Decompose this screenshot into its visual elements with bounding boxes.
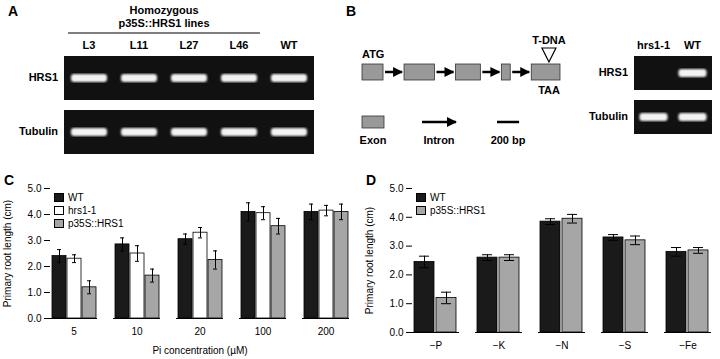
svg-text:Intron: Intron [423,134,454,146]
svg-text:Tubulin: Tubulin [19,125,58,137]
html-text:WT: WT [430,192,446,203]
svg-text:−N: −N [555,340,568,351]
svg-text:200: 200 [318,326,335,337]
svg-text:100: 100 [255,326,272,337]
svg-text:4.0: 4.0 [390,212,404,223]
svg-text:4.0: 4.0 [28,209,42,220]
html-text:p35S::HRS1: p35S::HRS1 [68,218,124,229]
svg-text:200 bp: 200 bp [491,134,526,146]
svg-text:0.0: 0.0 [28,313,42,324]
svg-text:B: B [346,3,356,19]
svg-text:Tubulin: Tubulin [589,110,628,122]
svg-text:2.0: 2.0 [390,269,404,280]
svg-text:0.0: 0.0 [390,327,404,338]
svg-text:5.0: 5.0 [28,183,42,194]
svg-text:−P: −P [430,340,443,351]
svg-text:HRS1: HRS1 [599,66,628,78]
svg-text:Primary root length (cm): Primary root length (cm) [364,207,375,314]
svg-text:1.0: 1.0 [390,298,404,309]
svg-text:TAA: TAA [538,84,560,96]
svg-text:Exon: Exon [360,134,387,146]
svg-text:3.0: 3.0 [28,235,42,246]
html-text:C: C [4,172,15,188]
svg-text:L11: L11 [130,39,148,51]
svg-text:L46: L46 [230,39,249,51]
svg-text:A: A [8,3,18,19]
svg-text:WT: WT [280,39,297,51]
svg-text:3.0: 3.0 [390,240,404,251]
svg-text:−K: −K [493,340,506,351]
svg-text:20: 20 [194,326,206,337]
svg-text:5: 5 [71,326,77,337]
svg-text:L3: L3 [83,39,96,51]
html-text:WT: WT [68,192,84,203]
svg-text:−Fe: −Fe [679,340,697,351]
svg-text:hrs1-1: hrs1-1 [637,39,670,51]
svg-text:−S: −S [619,340,632,351]
svg-text:L27: L27 [180,39,199,51]
html-text:hrs1-1: hrs1-1 [68,205,97,216]
svg-text:10: 10 [131,326,143,337]
svg-text:Primary root length (cm): Primary root length (cm) [2,200,13,307]
svg-text:Pi concentration (µM): Pi concentration (µM) [152,345,247,356]
svg-text:WT: WT [684,39,701,51]
svg-text:Homozygous: Homozygous [129,4,198,16]
svg-text:T-DNA: T-DNA [532,34,566,46]
svg-text:5.0: 5.0 [390,183,404,194]
html-text:D: D [366,172,377,188]
svg-text:ATG: ATG [362,48,384,60]
svg-text:p35S::HRS1 lines: p35S::HRS1 lines [118,17,209,29]
svg-text:HRS1: HRS1 [29,71,58,83]
svg-text:2.0: 2.0 [28,261,42,272]
svg-text:1.0: 1.0 [28,287,42,298]
html-text:p35S::HRS1: p35S::HRS1 [430,205,486,216]
